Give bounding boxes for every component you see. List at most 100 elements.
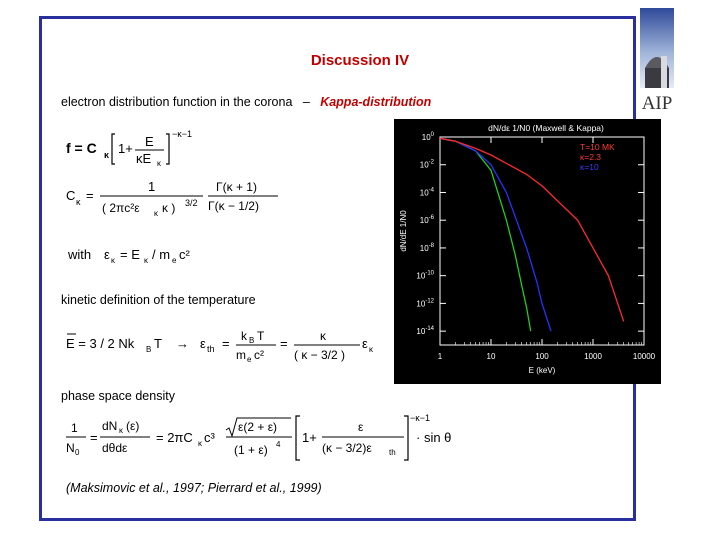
y-tick-label: 10-2 <box>420 160 435 170</box>
legend-entry: κ=2.3 <box>580 152 601 162</box>
svg-text:−κ−1: −κ−1 <box>172 129 192 139</box>
equation-normalization: C κ = 1 ( 2πc²ε κ κ ) 3/2 Γ(κ + 1) Γ(κ −… <box>66 179 278 218</box>
svg-text:1+: 1+ <box>302 430 317 445</box>
svg-text:=: = <box>222 336 230 351</box>
y-tick-label: 10-14 <box>416 326 434 336</box>
svg-text:κ: κ <box>119 426 124 435</box>
svg-text:Γ(κ − 1/2): Γ(κ − 1/2) <box>208 199 259 213</box>
slide-title: Discussion IV <box>310 52 410 69</box>
svg-text:−κ−1: −κ−1 <box>410 413 430 423</box>
y-tick-label: 10-12 <box>416 298 434 308</box>
logo-text: AIP <box>642 93 673 114</box>
aip-logo: AIP <box>637 8 677 114</box>
svg-text:ε: ε <box>358 420 364 434</box>
svg-text:dN: dN <box>102 419 117 433</box>
svg-text:4: 4 <box>276 440 281 449</box>
svg-text:ε(2 + ε): ε(2 + ε) <box>238 420 277 434</box>
y-tick-label: 10-4 <box>420 187 435 197</box>
svg-text:1+: 1+ <box>118 141 133 156</box>
svg-text:th: th <box>389 448 396 457</box>
svg-text:κ: κ <box>76 197 81 207</box>
svg-text:=: = <box>86 188 94 203</box>
svg-text:( κ − 3/2 ): ( κ − 3/2 ) <box>294 348 345 362</box>
svg-text:κ: κ <box>144 256 149 265</box>
equation-epsilon: with ε κ = E κ / m e c² <box>67 247 191 265</box>
x-axis-label: E (keV) <box>529 366 556 375</box>
subtitle-dash: – <box>302 95 310 109</box>
svg-text:f = C: f = C <box>66 140 97 156</box>
equation-temperature: E = 3 / 2 Nk B T → ε th = k B T m e c² =… <box>66 329 374 364</box>
x-tick-label: 10000 <box>633 352 656 361</box>
legend-entry: T=10 MK <box>580 142 615 152</box>
series-line-23 <box>439 137 625 322</box>
svg-text:1: 1 <box>148 179 155 194</box>
y-tick-label: 10-6 <box>420 215 435 225</box>
svg-text:(1 + ε): (1 + ε) <box>234 443 268 457</box>
svg-text:κ ): κ ) <box>162 201 175 215</box>
svg-text:κ: κ <box>157 159 162 168</box>
subtitle-text: electron distribution function in the co… <box>61 95 293 109</box>
svg-text:ε: ε <box>200 336 206 351</box>
svg-text:κ: κ <box>198 439 203 448</box>
svg-text:(ε): (ε) <box>126 419 139 433</box>
x-tick-label: 10 <box>487 352 496 361</box>
svg-text:→: → <box>176 336 189 351</box>
svg-text:( 2πc²ε: ( 2πc²ε <box>102 201 140 215</box>
subtitle-kappa: Kappa-distribution <box>320 95 432 109</box>
svg-text:ε: ε <box>362 336 368 351</box>
svg-text:0: 0 <box>75 448 80 457</box>
legend-entry: κ=10 <box>580 162 599 172</box>
series-line-10 <box>439 137 552 332</box>
svg-text:κE: κE <box>136 151 152 166</box>
svg-text:=: = <box>280 336 288 351</box>
svg-text:e: e <box>247 355 252 364</box>
svg-text:κ: κ <box>154 209 159 218</box>
x-tick-label: 1 <box>438 352 443 361</box>
equation-phase-space-density: 1 N 0 = dN κ (ε) dθdε = 2πC κ c³ ε(2 + ε… <box>66 413 451 461</box>
svg-text:C: C <box>66 188 75 203</box>
y-tick-label: 100 <box>422 132 435 142</box>
equation-kappa-distribution: f = C κ 1+ E κE κ −κ−1 <box>66 129 192 168</box>
svg-text:· sin θ: · sin θ <box>416 430 451 445</box>
svg-text:κ: κ <box>104 150 110 160</box>
y-tick-label: 10-10 <box>416 271 434 281</box>
plot-title: dN/dε 1/N0 (Maxwell & Kappa) <box>488 123 604 133</box>
svg-text:(κ − 3/2)ε: (κ − 3/2)ε <box>322 441 372 455</box>
svg-text:κ: κ <box>369 345 374 354</box>
subtitle-line: electron distribution function in the co… <box>61 95 431 109</box>
svg-text:=: = <box>90 430 98 445</box>
svg-text:κ: κ <box>320 329 327 343</box>
svg-text:with: with <box>67 247 91 262</box>
y-axis-label: dN/dE 1/N0 <box>399 210 408 252</box>
svg-text:B: B <box>146 345 151 354</box>
plot-svg: 1 10 100 1000 10000 100 10-2 10-4 10-6 10-8 10-10 1… <box>394 119 661 384</box>
svg-text:T: T <box>257 329 265 343</box>
svg-text:E: E <box>145 134 154 149</box>
svg-text:th: th <box>207 344 215 354</box>
y-tick-label: 10-8 <box>420 243 435 253</box>
svg-text:ε: ε <box>104 247 110 262</box>
svg-text:= E: = E <box>120 247 140 262</box>
svg-text:/ m: / m <box>152 247 170 262</box>
svg-text:3/2: 3/2 <box>185 198 198 208</box>
x-tick-label: 1000 <box>584 352 602 361</box>
svg-text:1: 1 <box>71 421 78 435</box>
svg-text:Γ(κ + 1): Γ(κ + 1) <box>216 180 257 194</box>
svg-text:c³: c³ <box>204 430 216 445</box>
kappa-maxwell-plot: 1 10 100 1000 10000 100 10-2 10-4 10-6 10-8 10-10 1… <box>394 119 661 384</box>
svg-text:c²: c² <box>254 348 264 362</box>
svg-text:k: k <box>241 329 248 343</box>
svg-text:κ: κ <box>111 256 116 265</box>
svg-text:E = 3 / 2 Nk: E = 3 / 2 Nk <box>66 336 135 351</box>
svg-text:N: N <box>66 441 75 455</box>
svg-text:= 2πC: = 2πC <box>156 430 193 445</box>
svg-text:m: m <box>236 348 246 362</box>
svg-text:dθdε: dθdε <box>102 441 128 455</box>
x-tick-label: 100 <box>535 352 549 361</box>
svg-text:B: B <box>249 336 254 345</box>
svg-text:c²: c² <box>179 247 191 262</box>
section-phase-space: phase space density <box>61 389 175 403</box>
svg-text:e: e <box>172 256 177 265</box>
citation: (Maksimovic et al., 1997; Pierrard et al… <box>66 481 322 495</box>
section-temperature: kinetic definition of the temperature <box>61 293 256 307</box>
